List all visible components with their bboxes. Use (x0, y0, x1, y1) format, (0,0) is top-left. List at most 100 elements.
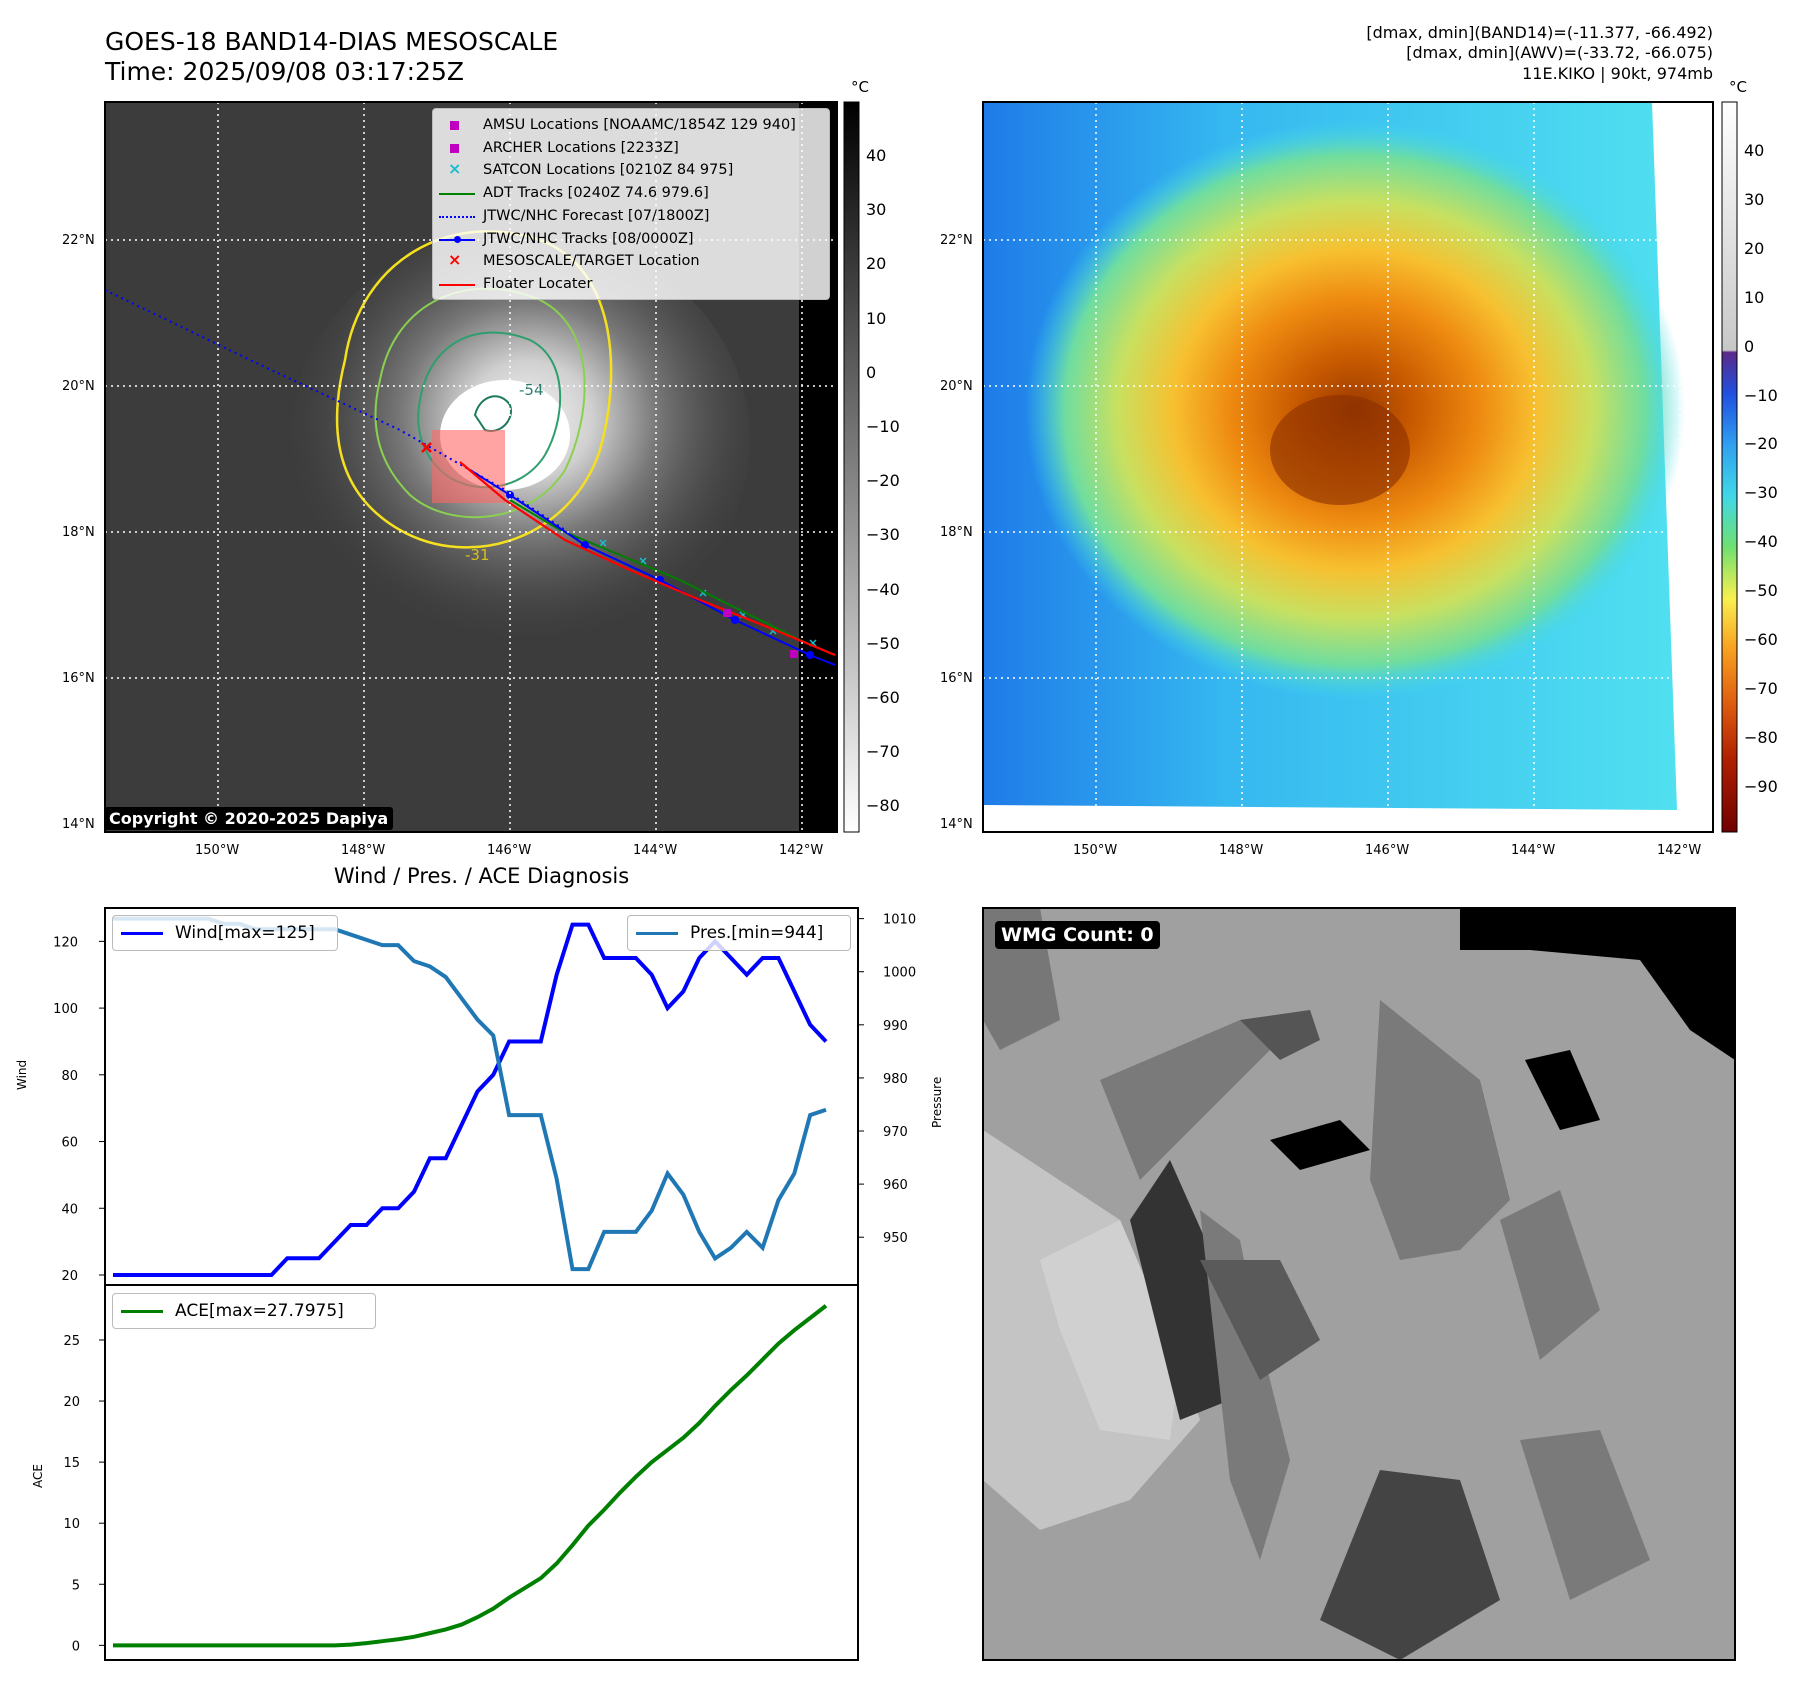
pressure-tick-label: 960 (883, 1178, 908, 1193)
gray-cbar-tick: −50 (866, 633, 900, 653)
lon-label-148: 148°W (341, 843, 386, 858)
legend-marker (450, 143, 459, 153)
lat-label-18-r: 18°N (940, 525, 973, 540)
pres-legend: Pres.[min=944] (627, 915, 851, 951)
legend-marker: × (448, 159, 462, 179)
wind-legend-label: Wind[max=125] (175, 923, 315, 943)
gray-cbar-unit: °C (851, 78, 869, 96)
gray-cbar-tick: 10 (866, 308, 887, 328)
lat-label-14-r: 14°N (940, 817, 973, 832)
color-cbar-tick: −80 (1744, 727, 1778, 747)
gray-cbar-tick: 0 (866, 362, 877, 382)
color-cbar-tick: 40 (1744, 141, 1765, 160)
legend-label: ADT Tracks [0240Z 74.6 979.6] (483, 185, 709, 202)
lon-label-148-r: 148°W (1219, 843, 1264, 858)
ace-panel (104, 1284, 859, 1661)
pressure-tick-label: 950 (883, 1231, 908, 1246)
ace-tick-label: 0 (72, 1639, 80, 1654)
map-legend: AMSU Locations [NOAAMC/1854Z 129 940] ARC… (432, 108, 830, 300)
color-cbar-tick: −20 (1744, 434, 1778, 454)
color-cbar-tick: 30 (1744, 189, 1765, 209)
color-cbar-tick: −90 (1744, 776, 1778, 796)
pressure-tick-label: 990 (883, 1019, 908, 1034)
lat-label-16: 16°N (62, 671, 95, 686)
stats-line2: [dmax, dmin](AWV)=(-33.72, -66.075) (1406, 43, 1713, 62)
lon-label-150-r: 150°W (1073, 843, 1118, 858)
color-cbar-tick: −10 (1744, 385, 1778, 405)
gray-cbar-tick: 40 (866, 146, 887, 165)
contour-label-31: -31 (465, 546, 490, 564)
wmg-image (983, 908, 1735, 1660)
stats-line1: [dmax, dmin](BAND14)=(-11.377, -66.492) (1366, 23, 1713, 42)
ace-legend-label: ACE[max=27.7975] (175, 1301, 344, 1321)
lon-label-144: 144°W (633, 843, 678, 858)
gray-cbar-tick: −80 (866, 796, 900, 816)
wind-tick-label: 80 (61, 1069, 78, 1084)
pressure-tick-label: 980 (883, 1072, 908, 1087)
ace-tick-label: 10 (63, 1517, 80, 1532)
color-cbar-tick: 20 (1744, 238, 1765, 258)
color-cbar-tick: 0 (1744, 336, 1755, 356)
pressure-tick-label: 970 (883, 1125, 908, 1140)
ace-tick-label: 20 (63, 1395, 80, 1410)
wind-legend-line (121, 932, 163, 935)
lat-label-14: 14°N (62, 817, 95, 832)
color-cbar-tick: −40 (1744, 532, 1778, 552)
color-cbar-tick: 10 (1744, 287, 1765, 307)
ace-tick-label: 15 (63, 1456, 80, 1471)
wmg-count-badge: WMG Count: 0 (995, 921, 1160, 949)
pressure-axis-label: Pressure (930, 1076, 944, 1128)
lat-label-18: 18°N (62, 525, 95, 540)
legend-marker (450, 121, 459, 130)
legend-label: Floater Locater (483, 275, 593, 292)
wind-tick-label: 40 (61, 1202, 78, 1217)
lat-label-22: 22°N (62, 233, 95, 248)
gray-cbar-tick: −70 (866, 742, 900, 762)
color-cbar-tick: −50 (1744, 581, 1778, 601)
gray-cbar-tick: 30 (866, 200, 887, 220)
lat-label-16-r: 16°N (940, 671, 973, 686)
legend-marker (439, 235, 475, 243)
stats-line3: 11E.KIKO | 90kt, 974mb (1522, 64, 1713, 83)
legend-label: SATCON Locations [0210Z 84 975] (483, 162, 734, 179)
gray-cbar-tick: −60 (866, 688, 900, 707)
legend-label: MESOSCALE/TARGET Location (483, 253, 700, 270)
pres-legend-label: Pres.[min=944] (690, 923, 824, 943)
pressure-tick-label: 1010 (883, 913, 916, 928)
legend-label: JTWC/NHC Forecast [07/1800Z] (483, 207, 710, 224)
ace-chart: 0 5 10 15 20 25 (63, 1304, 828, 1654)
pressure-tick-label: 1000 (883, 966, 916, 981)
pres-legend-line (636, 932, 678, 935)
diagnosis-title: Wind / Pres. / ACE Diagnosis (333, 864, 630, 888)
lon-label-142: 142°W (779, 843, 824, 858)
title-line1: GOES-18 BAND14-DIAS MESOSCALE (105, 27, 559, 56)
gray-cbar-tick: −40 (866, 579, 900, 599)
legend-label: AMSU Locations [NOAAMC/1854Z 129 940] (483, 117, 796, 133)
color-cbar-unit: °C (1729, 78, 1747, 96)
awv-image (983, 102, 1713, 832)
title-line2: Time: 2025/09/08 03:17:25Z (105, 57, 464, 86)
legend-marker: × (448, 250, 462, 270)
lon-label-150: 150°W (195, 843, 240, 858)
lon-label-144-r: 144°W (1511, 843, 1556, 858)
color-cbar-tick: −60 (1744, 630, 1778, 649)
ace-legend: ACE[max=27.7975] (112, 1293, 376, 1329)
color-colorbar (1721, 101, 1738, 833)
wind-tick-label: 20 (61, 1269, 78, 1284)
wind-tick-label: 120 (53, 935, 78, 950)
legend-marker (439, 215, 475, 218)
lon-label-146: 146°W (487, 843, 532, 858)
lat-label-20-r: 20°N (940, 379, 973, 394)
copyright-badge: Copyright © 2020-2025 Dapiya (104, 807, 394, 830)
lat-label-20: 20°N (62, 379, 95, 394)
wind-axis-label: Wind (15, 1059, 29, 1090)
lon-label-142-r: 142°W (1657, 843, 1702, 858)
wind-tick-label: 60 (61, 1136, 78, 1151)
ace-axis-label: ACE (31, 1464, 45, 1488)
ace-series-line (113, 1304, 828, 1648)
legend-label: JTWC/NHC Tracks [08/0000Z] (483, 230, 694, 247)
contour-label-54: -54 (519, 381, 544, 399)
color-cbar-tick: −70 (1744, 678, 1778, 698)
wind-tick-label: 100 (53, 1002, 78, 1017)
wind-legend: Wind[max=125] (112, 915, 338, 951)
